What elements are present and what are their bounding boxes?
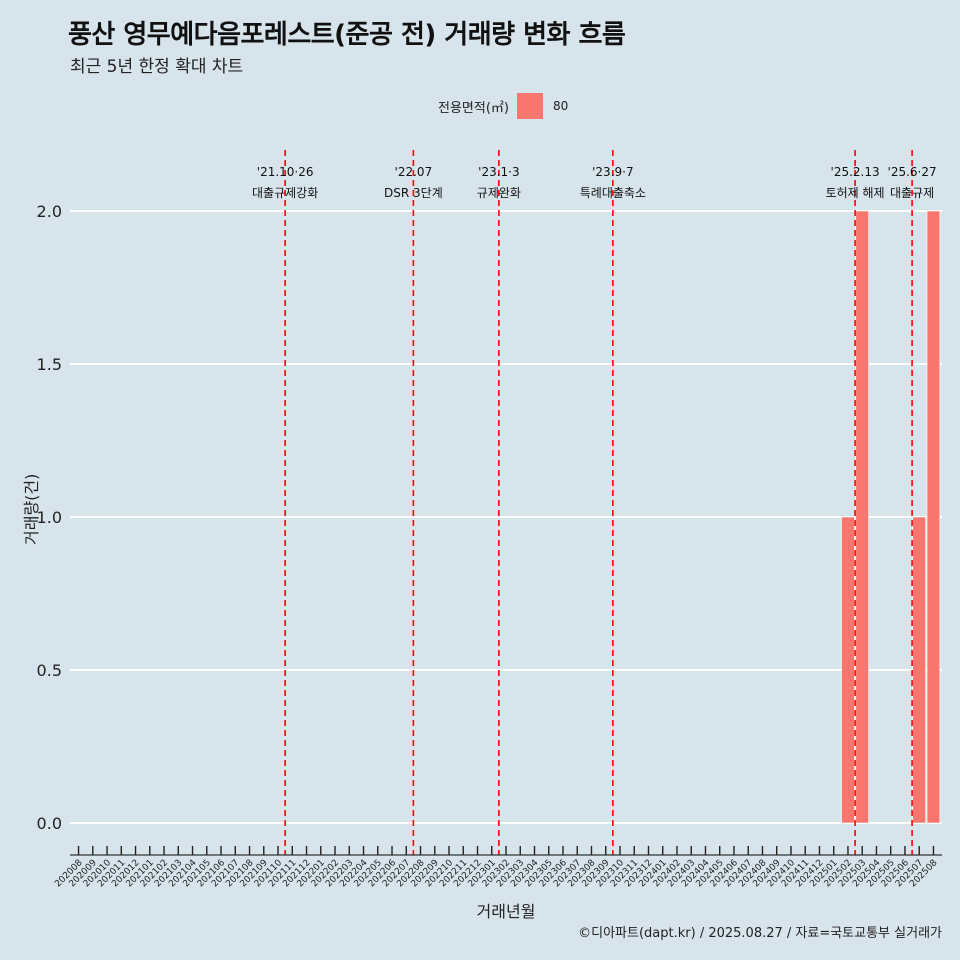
- event-label: 대출규제: [890, 186, 934, 200]
- bar: [841, 516, 855, 824]
- event-label: 특례대출축소: [580, 186, 646, 200]
- y-tick-label: 1.5: [37, 355, 62, 374]
- annotations: '21.10·26 대출규제강화 '22.07 DSR 3단계 '23.1·3 규제완화 '…: [252, 150, 937, 855]
- event-date: '25.2.13: [831, 165, 880, 179]
- event-label: 토허제 해제: [826, 186, 885, 200]
- x-axis-label: 거래년월: [476, 902, 536, 921]
- event-date: '22.07: [395, 165, 433, 179]
- gridlines: [70, 210, 942, 824]
- y-tick-label: 0.5: [37, 661, 62, 680]
- y-tick-label: 1.0: [37, 508, 62, 527]
- event-date: '23.1·3: [478, 165, 519, 179]
- bar: [912, 516, 926, 824]
- event-date: '21.10·26: [257, 165, 314, 179]
- y-axis-label: 거래량(건): [22, 473, 41, 545]
- y-axis: 0.0 0.5 1.0 1.5 2.0: [37, 202, 62, 833]
- event-date: '23.9·7: [592, 165, 633, 179]
- event-label: 대출규제강화: [252, 186, 318, 200]
- bar: [855, 210, 869, 824]
- event-label: DSR 3단계: [384, 186, 443, 200]
- legend: 전용면적(㎡) 80: [438, 93, 568, 119]
- legend-title: 전용면적(㎡): [438, 100, 509, 116]
- chart-subtitle: 최근 5년 한정 확대 차트: [70, 57, 244, 77]
- event-label: 규제완화: [477, 186, 521, 200]
- bars: [841, 210, 941, 824]
- y-tick-label: 2.0: [37, 202, 62, 221]
- x-axis: 2020082020092020102020112020122021012021…: [53, 846, 942, 889]
- source-caption: ©디아파트(dapt.kr) / 2025.08.27 / 자료=국토교통부 실…: [578, 926, 942, 941]
- legend-swatch: [516, 93, 543, 119]
- bar: [926, 210, 941, 824]
- event-date: '25.6·27: [888, 165, 937, 179]
- legend-label: 80: [552, 99, 569, 113]
- chart-title: 풍산 영무예다음포레스트(준공 전) 거래량 변화 흐름: [68, 20, 626, 50]
- y-tick-label: 0.0: [37, 814, 62, 833]
